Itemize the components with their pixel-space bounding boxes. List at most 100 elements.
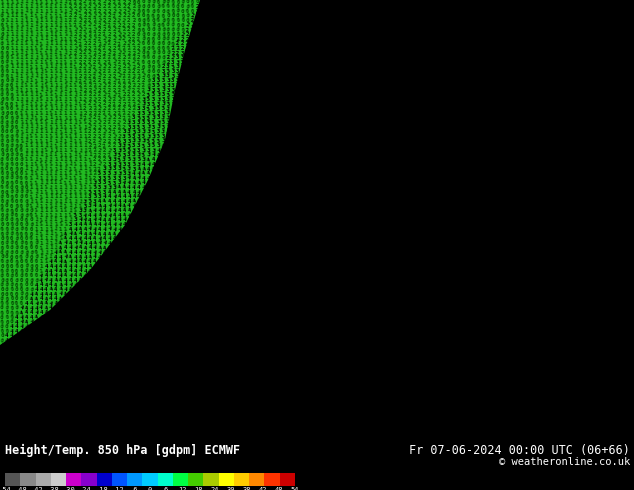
Text: 7: 7 xyxy=(161,421,165,427)
Text: 0: 0 xyxy=(141,23,146,28)
Text: 6: 6 xyxy=(122,324,126,329)
Text: 0: 0 xyxy=(596,222,600,227)
Text: 0: 0 xyxy=(498,338,502,343)
Text: 1: 1 xyxy=(10,23,14,28)
Text: 6: 6 xyxy=(219,254,224,260)
Text: 9: 9 xyxy=(430,269,434,274)
Text: 8: 8 xyxy=(425,259,429,265)
Text: 9: 9 xyxy=(464,278,468,283)
Text: 5: 5 xyxy=(166,241,170,246)
Text: 4: 4 xyxy=(122,180,126,186)
Text: 7: 7 xyxy=(244,338,249,343)
Text: 2: 2 xyxy=(127,60,131,65)
Text: 8: 8 xyxy=(498,171,502,176)
Text: 1: 1 xyxy=(503,338,507,343)
Text: 0: 0 xyxy=(439,384,444,390)
Text: 0: 0 xyxy=(347,417,351,422)
Text: 7: 7 xyxy=(293,254,297,260)
Text: 8: 8 xyxy=(493,166,498,172)
Text: 6: 6 xyxy=(83,431,87,436)
Text: 2: 2 xyxy=(127,83,131,88)
Text: 3: 3 xyxy=(166,64,170,70)
Text: 8: 8 xyxy=(381,250,385,255)
Text: 6: 6 xyxy=(322,143,327,148)
Text: 1: 1 xyxy=(522,361,526,367)
Text: 8: 8 xyxy=(484,171,488,176)
Text: 7: 7 xyxy=(532,69,536,74)
Text: 4: 4 xyxy=(58,273,63,278)
Text: 8: 8 xyxy=(244,370,248,376)
Text: 5: 5 xyxy=(78,301,82,306)
Text: 7: 7 xyxy=(205,384,209,390)
Text: 7: 7 xyxy=(385,162,390,167)
Text: 1: 1 xyxy=(15,87,19,93)
Text: 4: 4 xyxy=(34,315,39,320)
Text: 7: 7 xyxy=(239,301,243,306)
Text: 9: 9 xyxy=(459,264,463,269)
Text: 3: 3 xyxy=(93,194,97,199)
Text: 0: 0 xyxy=(566,254,571,260)
Text: 4: 4 xyxy=(54,310,58,316)
Text: 4: 4 xyxy=(264,60,268,65)
Text: 6: 6 xyxy=(98,398,102,404)
Text: 4: 4 xyxy=(98,259,102,265)
Text: 7: 7 xyxy=(547,69,551,74)
Text: 5: 5 xyxy=(396,4,399,9)
Text: 1: 1 xyxy=(63,9,67,14)
Text: 0: 0 xyxy=(493,315,497,320)
Text: 1: 1 xyxy=(552,301,555,306)
Text: 1: 1 xyxy=(15,13,18,19)
Text: 4: 4 xyxy=(49,296,53,301)
Text: 1: 1 xyxy=(34,157,38,162)
Text: 5: 5 xyxy=(264,171,268,176)
Text: 5: 5 xyxy=(366,41,370,47)
Text: 9: 9 xyxy=(337,403,341,408)
Text: 7: 7 xyxy=(137,389,141,394)
Text: 3: 3 xyxy=(162,97,165,102)
Text: 5: 5 xyxy=(244,175,249,181)
Text: 2: 2 xyxy=(625,333,629,339)
Text: 8: 8 xyxy=(625,8,630,14)
Text: 8: 8 xyxy=(410,222,414,227)
Text: 7: 7 xyxy=(141,421,146,427)
Text: 0: 0 xyxy=(600,218,605,222)
Text: 5: 5 xyxy=(141,231,146,237)
Text: 7: 7 xyxy=(498,106,502,111)
Text: 0: 0 xyxy=(474,357,477,362)
Text: 0: 0 xyxy=(5,194,9,199)
Text: 6: 6 xyxy=(396,124,399,130)
Text: 9: 9 xyxy=(254,435,258,441)
Text: 5: 5 xyxy=(435,27,439,32)
Text: 7: 7 xyxy=(410,157,415,163)
Text: 1: 1 xyxy=(518,370,522,376)
Text: 9: 9 xyxy=(552,152,555,158)
Text: 8: 8 xyxy=(415,203,419,209)
Text: 8: 8 xyxy=(469,152,473,158)
Text: 2: 2 xyxy=(493,431,497,436)
Text: 3: 3 xyxy=(127,139,131,144)
Text: 8: 8 xyxy=(293,333,297,339)
Text: 4: 4 xyxy=(186,176,190,181)
Text: 0: 0 xyxy=(616,166,619,172)
Text: 9: 9 xyxy=(513,194,517,199)
Text: 4: 4 xyxy=(259,120,263,125)
Text: 6: 6 xyxy=(112,338,117,343)
Text: 7: 7 xyxy=(259,292,262,297)
Text: 7: 7 xyxy=(444,124,448,130)
Text: 8: 8 xyxy=(288,370,292,376)
Text: © weatheronline.co.uk: © weatheronline.co.uk xyxy=(499,457,630,467)
Text: 9: 9 xyxy=(327,417,331,422)
Text: 6: 6 xyxy=(230,236,233,241)
Text: 1: 1 xyxy=(63,60,67,65)
Text: 2: 2 xyxy=(73,23,77,28)
Text: 1: 1 xyxy=(479,416,482,422)
Text: 7: 7 xyxy=(132,431,136,436)
Text: 1: 1 xyxy=(605,301,610,306)
Text: 3: 3 xyxy=(171,106,175,111)
Text: 4: 4 xyxy=(249,101,253,107)
Text: 7: 7 xyxy=(332,273,336,278)
Text: 4: 4 xyxy=(152,175,155,181)
Text: 3: 3 xyxy=(186,83,190,88)
Text: 9: 9 xyxy=(273,408,278,413)
Text: 8: 8 xyxy=(425,245,429,250)
